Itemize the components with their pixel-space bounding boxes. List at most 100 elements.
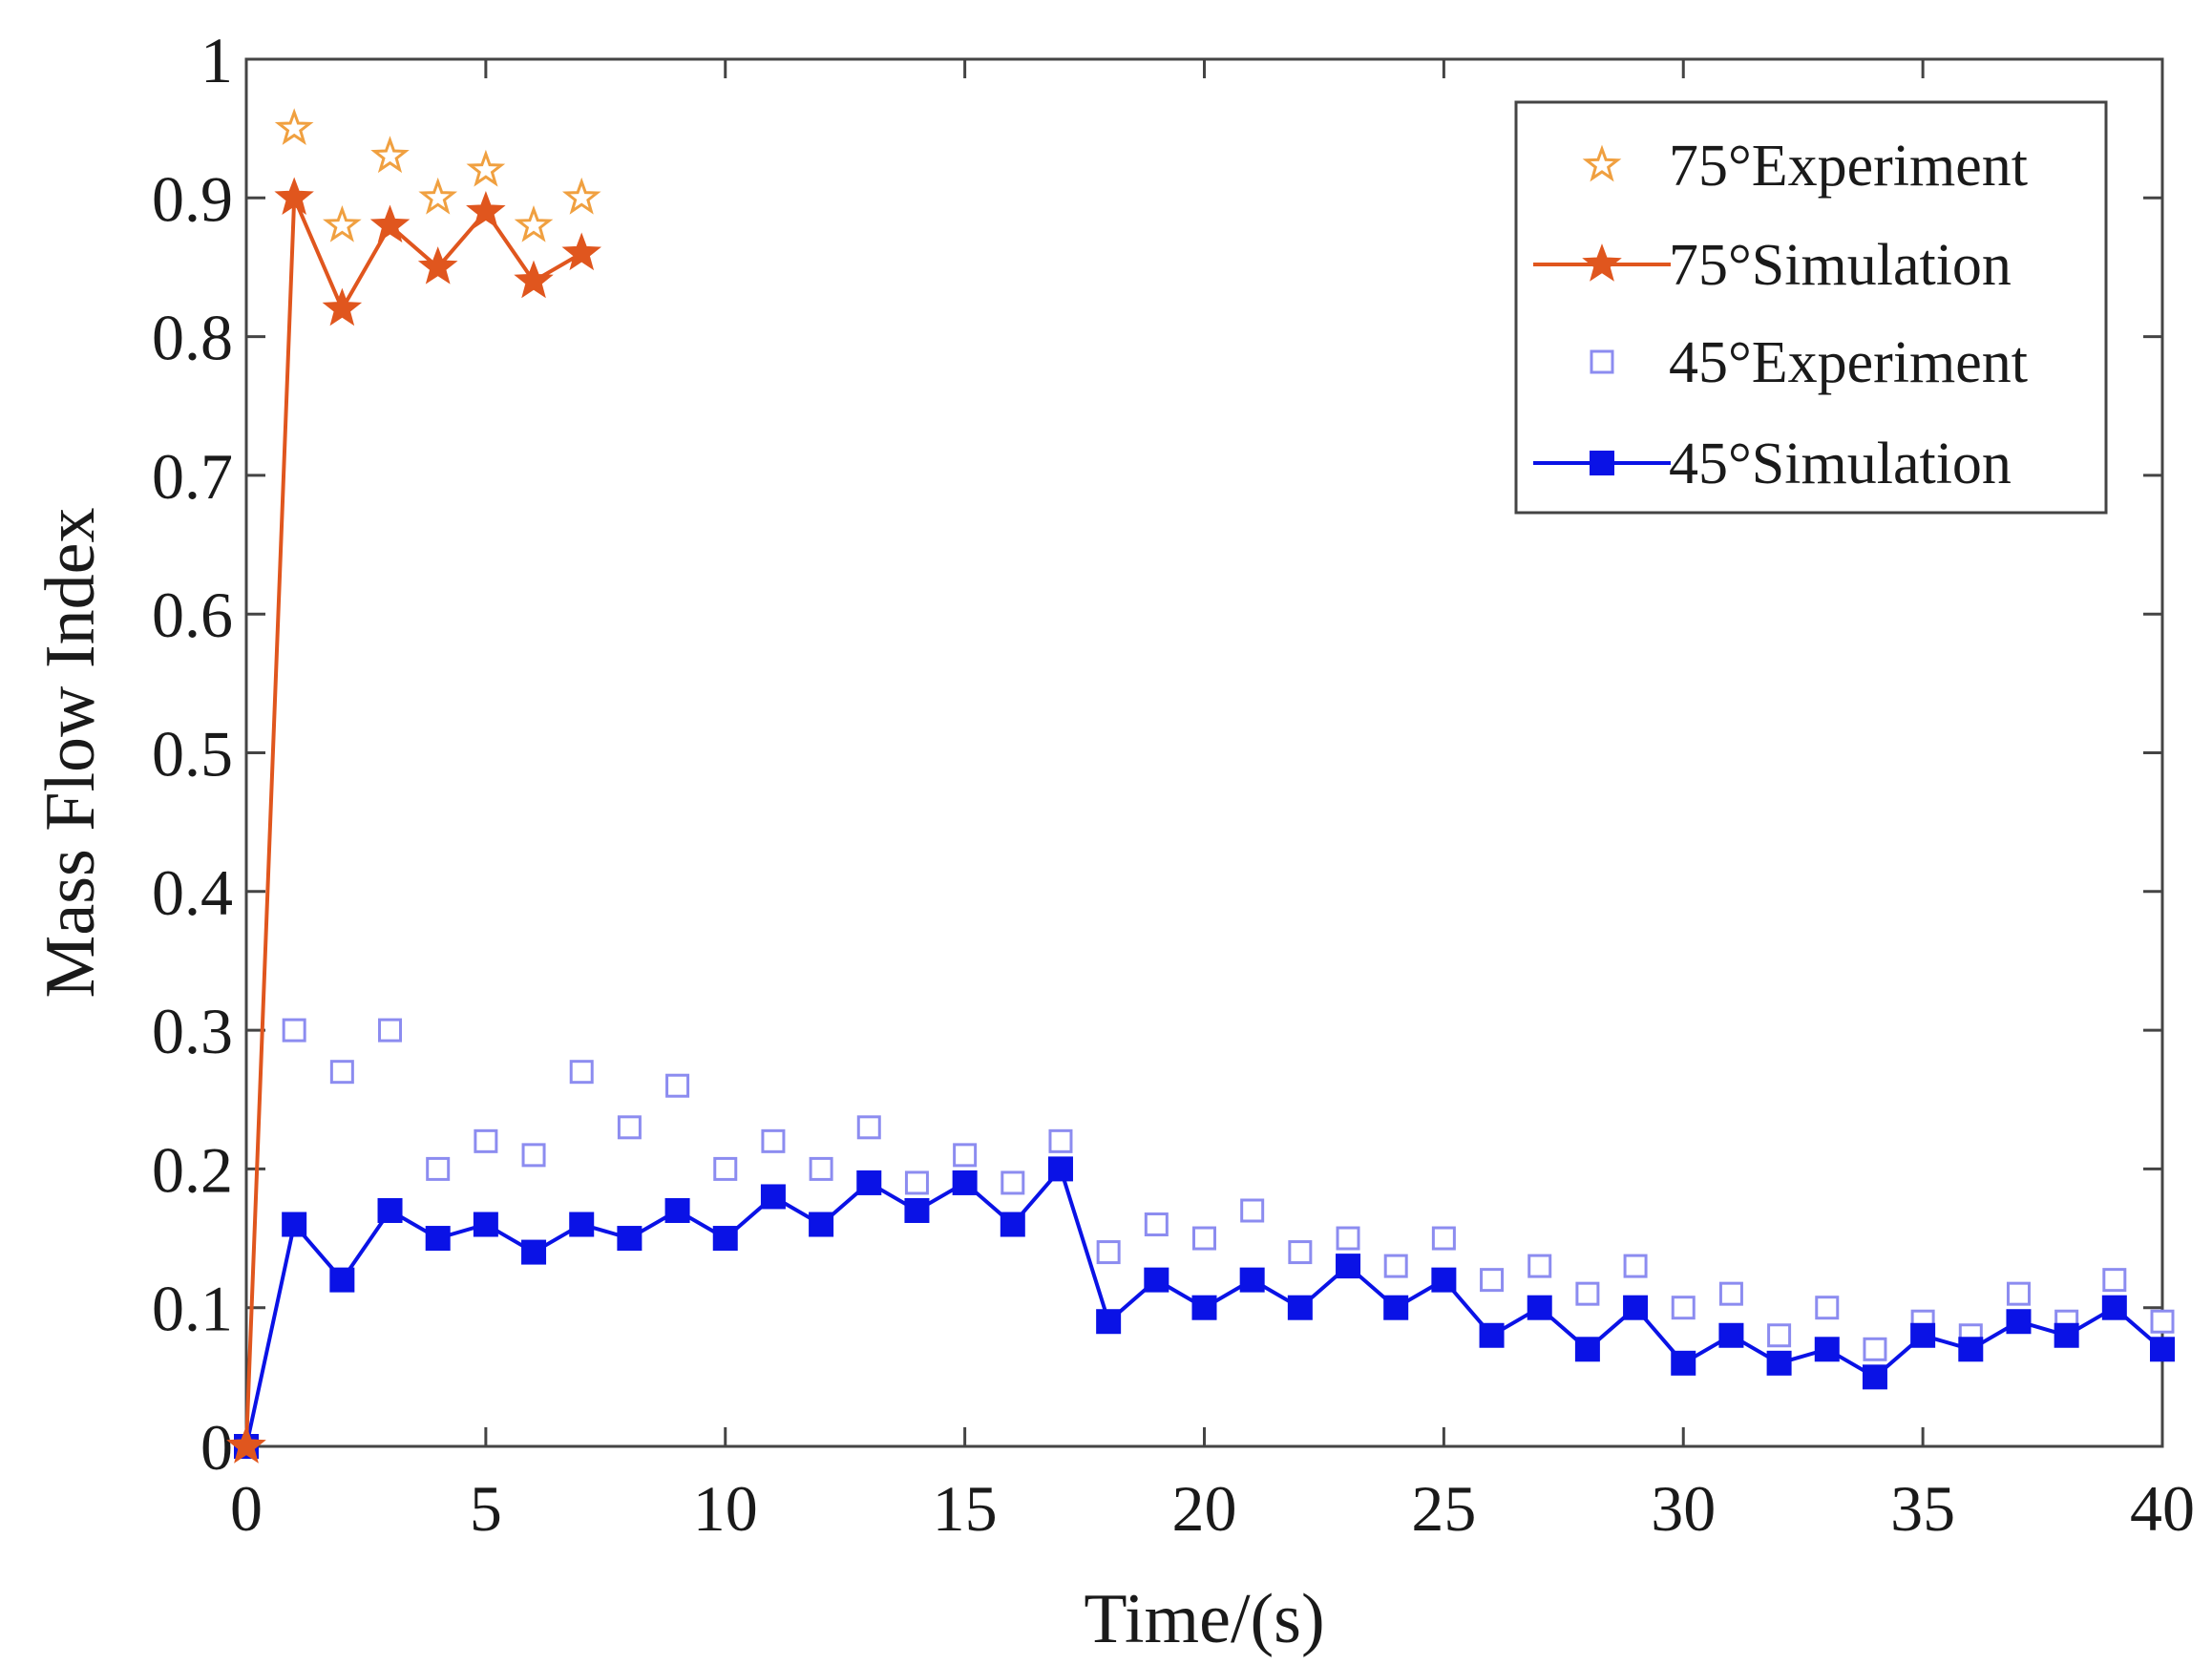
x-tick-label: 40 — [2130, 1472, 2195, 1545]
data-point — [664, 1197, 690, 1223]
data-point — [1910, 1322, 1936, 1348]
data-point — [1239, 1267, 1265, 1293]
data-point — [2150, 1337, 2175, 1362]
series-1 — [226, 177, 602, 1464]
data-point — [282, 1212, 307, 1237]
legend-label: 45°Simulation — [1669, 432, 2012, 496]
y-tick-label: 0 — [200, 1411, 233, 1484]
data-point — [1527, 1295, 1552, 1320]
data-point — [1574, 1337, 1600, 1362]
data-point — [1766, 1350, 1792, 1376]
data-point — [521, 1143, 546, 1168]
data-point — [417, 246, 458, 285]
axes: 0 5 10 15 20 25 30 35 40 0 0.1 0.2 0.3 0.4 0.5 0.6 0.7 0.… — [152, 24, 2195, 1545]
data-point — [809, 1212, 834, 1237]
data-point — [856, 1170, 882, 1195]
legend-label: 45°Experiment — [1669, 330, 2028, 395]
series-2 — [234, 1018, 2175, 1459]
data-point — [856, 1115, 881, 1140]
data-point — [2101, 1295, 2127, 1320]
data-point — [760, 1184, 786, 1210]
data-point — [1240, 1198, 1265, 1223]
data-point — [1718, 1322, 1744, 1348]
x-tick-label: 5 — [470, 1472, 502, 1545]
legend-marker — [1590, 349, 1614, 374]
x-tick-label: 15 — [933, 1472, 998, 1545]
legend-marker — [1582, 144, 1622, 182]
data-point — [1815, 1296, 1840, 1320]
data-point — [1383, 1295, 1409, 1320]
data-point — [952, 1170, 978, 1195]
legend-marker — [1590, 451, 1614, 475]
data-point — [1001, 1170, 1025, 1195]
y-tick-label: 0.8 — [152, 302, 233, 374]
data-point — [1288, 1240, 1313, 1265]
data-point — [2054, 1322, 2079, 1348]
data-point — [1431, 1267, 1457, 1293]
data-point — [809, 1156, 833, 1181]
x-tick-label: 30 — [1651, 1472, 1716, 1545]
data-point — [617, 1115, 642, 1140]
data-point — [561, 177, 601, 215]
data-point — [473, 1212, 498, 1237]
data-point — [1814, 1337, 1840, 1362]
y-tick-label: 0.4 — [152, 856, 233, 929]
data-point — [378, 1018, 403, 1043]
data-point — [617, 1226, 643, 1252]
y-tick-label: 0.2 — [152, 1133, 233, 1206]
data-point — [1671, 1350, 1696, 1376]
data-point — [1862, 1364, 1887, 1390]
y-tick-label: 0.1 — [152, 1273, 233, 1345]
data-point — [329, 1060, 354, 1085]
y-tick-label: 0.7 — [152, 440, 233, 513]
data-point — [226, 1425, 266, 1464]
data-point — [761, 1128, 786, 1153]
y-tick-label: 0.3 — [152, 995, 233, 1067]
x-tick-label: 35 — [1890, 1472, 1955, 1545]
data-point — [561, 232, 602, 271]
data-point — [1047, 1156, 1073, 1182]
data-point — [569, 1212, 595, 1237]
x-tick-label: 10 — [693, 1472, 758, 1545]
data-point — [521, 1239, 547, 1265]
data-point — [426, 1156, 451, 1181]
series-layer — [226, 108, 2175, 1464]
data-point — [466, 190, 506, 229]
data-point — [1671, 1296, 1696, 1320]
data-point — [1144, 1212, 1169, 1237]
data-point — [2006, 1309, 2032, 1335]
data-point — [1336, 1254, 1361, 1279]
data-point — [1527, 1254, 1552, 1278]
data-point — [474, 1128, 498, 1153]
data-point — [1767, 1323, 1792, 1348]
data-point — [322, 287, 363, 327]
data-point — [369, 204, 411, 242]
legend-item: 45°Simulation — [1533, 432, 2012, 496]
series-line — [244, 197, 583, 1447]
legend-item: 75°Experiment — [1582, 134, 2028, 199]
data-point — [1623, 1295, 1649, 1320]
data-point — [2006, 1281, 2031, 1306]
y-axis-title: Mass Flow Index — [32, 508, 110, 999]
data-point — [425, 1226, 451, 1252]
data-point — [569, 1060, 594, 1085]
data-point — [274, 177, 314, 216]
data-point — [2102, 1268, 2127, 1293]
data-point — [1096, 1240, 1121, 1265]
data-point — [904, 1170, 929, 1195]
data-point — [1958, 1337, 1984, 1362]
data-point — [1431, 1226, 1456, 1251]
data-point — [1623, 1254, 1648, 1278]
data-point — [1480, 1268, 1505, 1293]
legend-marker — [1582, 243, 1622, 282]
y-tick-label: 0.5 — [152, 718, 233, 790]
data-point — [1192, 1226, 1216, 1251]
data-point — [1863, 1337, 1887, 1361]
series-3 — [234, 1156, 2175, 1459]
data-point — [329, 1267, 355, 1293]
y-tick-label: 0.9 — [152, 162, 233, 235]
data-point — [1383, 1254, 1408, 1278]
legend-item: 75°Simulation — [1533, 233, 2012, 298]
data-point — [712, 1226, 738, 1252]
